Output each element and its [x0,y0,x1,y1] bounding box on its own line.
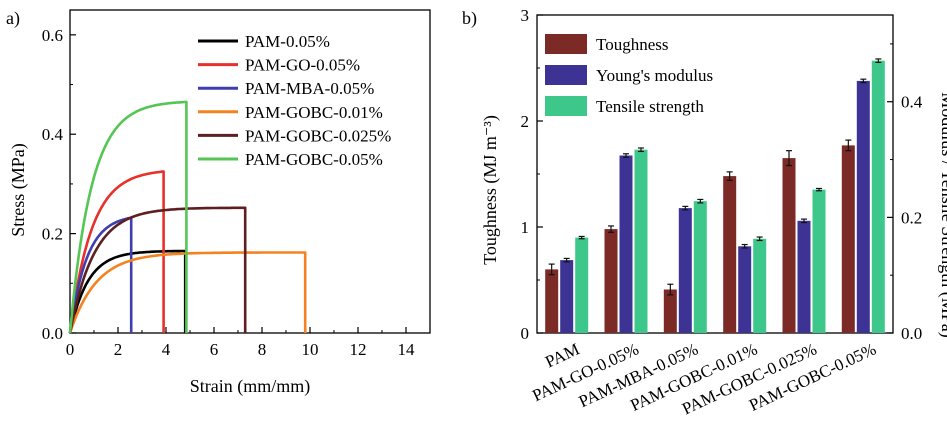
panel-a-x-tick-label: 4 [162,340,171,359]
panel-b-left-tick-label: 3 [521,6,530,25]
panel-b-right-tick-label: 0.0 [901,324,922,343]
panel-a-legend-label: PAM-MBA-0.05% [245,79,374,98]
panel-a-y-axis-label: Stress (MPa) [8,143,29,237]
panel-a-x-tick-label: 12 [350,340,367,359]
panel-b-bar-0 [723,176,737,333]
panel-a-y-tick-label: 0.4 [42,125,64,144]
panel-b-right-tick-label: 0.4 [901,93,923,112]
panel-b-bar-2 [871,60,885,333]
panel-b-bar-0 [604,229,618,333]
panel-a-legend-label: PAM-GOBC-0.025% [245,126,391,145]
panel-a-curve-2 [68,216,133,334]
panel-a-y-tick-label: 0.6 [42,26,63,45]
panel-a-stress-strain: a) Strain (mm/mm) Stress (MPa) 0 2 4 6 8 10 12… [6,8,431,397]
panel-b-bar-1 [797,220,811,333]
panel-b-legend-label: Tensile strength [596,97,704,116]
panel-b-bar-2 [634,149,648,333]
panel-b-legend-label: Young's modulus [596,66,713,85]
panel-b-bar-1 [619,155,633,333]
panel-b-bar-2 [812,189,826,333]
panel-b-bar-0 [841,145,855,333]
panel-a-curve-0 [68,249,187,334]
panel-a-legend-label: PAM-0.05% [245,32,330,51]
panel-a-curve-5 [68,100,188,334]
panel-b-bar-1 [560,260,574,333]
panel-a-x-tick-label: 10 [302,340,319,359]
panel-b-legend-swatch [545,96,587,116]
panel-b-bar-chart: b) Toughness (MJ m⁻³) Modulus / Tensile … [462,6,947,418]
panel-b-left-axis-label: Toughness (MJ m⁻³) [480,115,501,265]
panel-a-legend-label: PAM-GOBC-0.05% [245,150,383,169]
panel-b-legend-swatch [545,65,587,85]
panel-a-x-tick-label: 8 [258,340,267,359]
panel-a-legend-label: PAM-GO-0.05% [245,56,360,75]
panel-a-y-tick-label: 0.2 [42,225,63,244]
panel-b-legend-swatch [545,34,587,54]
panel-a-curve-1 [68,170,165,334]
panel-b-bar-0 [782,158,796,333]
panel-b-bar-1 [738,246,752,333]
panel-a-x-axis-label: Strain (mm/mm) [190,376,311,397]
panel-b-left-tick-label: 2 [521,112,530,131]
panel-b-bar-0 [545,269,559,333]
panel-b-bar-0 [663,289,677,333]
panel-b-label: b) [462,8,477,29]
panel-b-bar-2 [753,238,767,333]
panel-b-left-tick-label: 1 [521,218,530,237]
panel-b-bar-1 [678,208,692,333]
panel-a-curve-3 [68,251,307,334]
panel-a-y-tick-label: 0.0 [42,324,63,343]
panel-a-x-tick-label: 6 [210,340,219,359]
panel-b-legend-label: Toughness [596,35,668,54]
panel-a-plot-frame [69,9,431,334]
panel-a-x-tick-label: 2 [114,340,123,359]
panel-b-left-tick-label: 0 [521,324,530,343]
panel-a-legend-label: PAM-GOBC-0.01% [245,103,383,122]
panel-a-curve-4 [68,206,247,334]
panel-b-plot-frame [536,14,894,334]
panel-b-right-tick-label: 0.2 [901,208,922,227]
panel-b-bar-2 [575,237,589,333]
panel-b-bar-2 [693,201,707,333]
panel-a-x-tick-label: 14 [398,340,416,359]
panel-a-x-tick-label: 0 [66,340,75,359]
panel-b-right-axis-label: Modulus / Tensile Strength (MPa) [937,92,947,337]
panel-a-label: a) [6,8,20,29]
panel-b-bar-1 [856,80,870,334]
